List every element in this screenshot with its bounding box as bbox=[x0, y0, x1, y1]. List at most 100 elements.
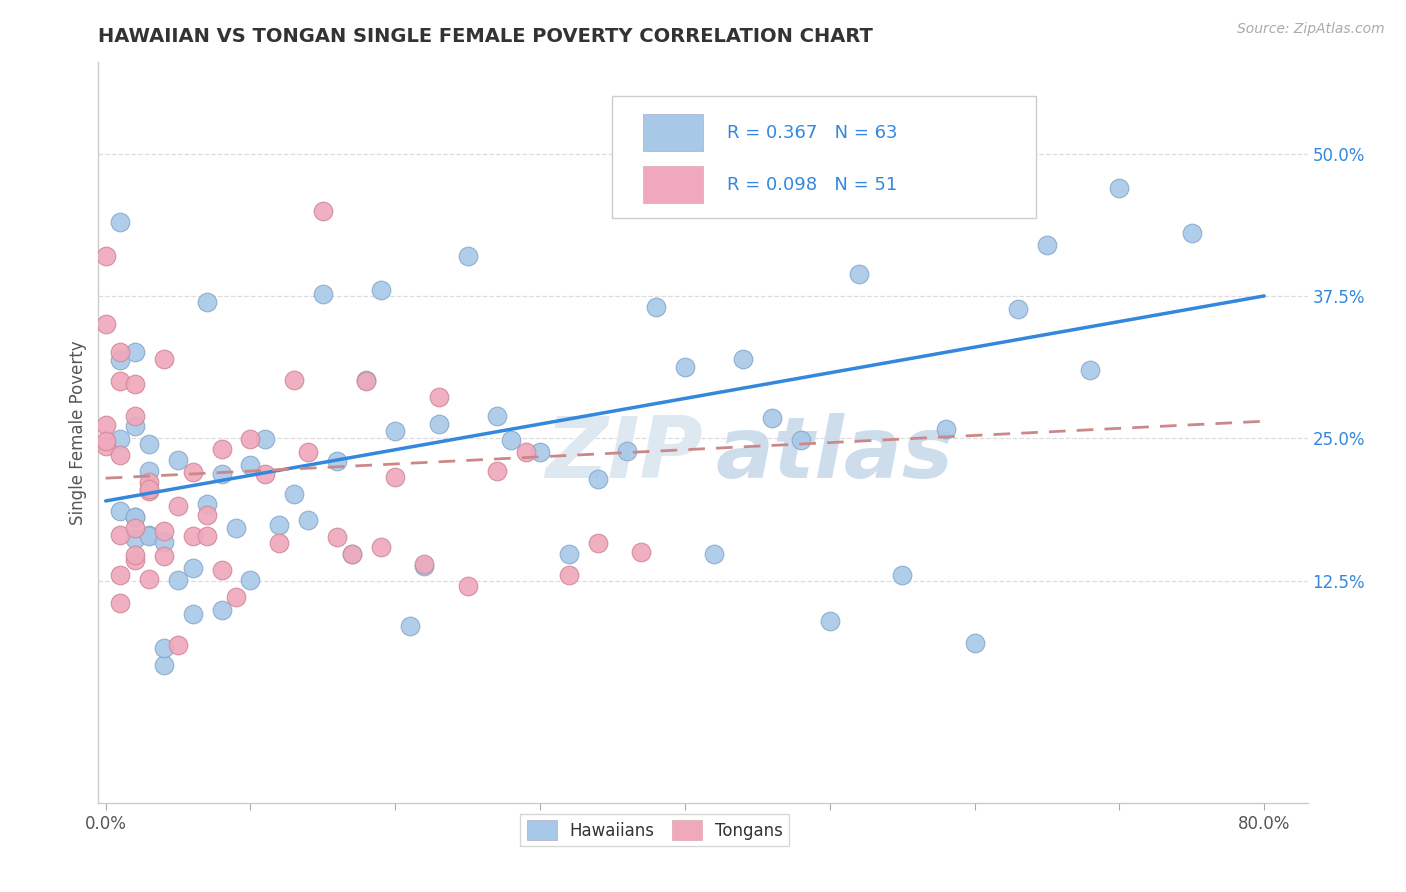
Point bbox=[195, 529, 218, 543]
Legend: Hawaiians, Tongans: Hawaiians, Tongans bbox=[520, 814, 789, 847]
Point bbox=[1036, 238, 1059, 252]
Point bbox=[297, 445, 319, 459]
Point bbox=[108, 345, 131, 359]
Point bbox=[370, 283, 392, 297]
Point bbox=[181, 528, 204, 542]
Point bbox=[269, 517, 291, 532]
Point bbox=[167, 499, 190, 513]
Point bbox=[108, 215, 131, 229]
Point bbox=[124, 510, 146, 524]
Point bbox=[818, 614, 841, 628]
Point bbox=[152, 640, 174, 655]
Point bbox=[124, 376, 146, 391]
Point bbox=[108, 375, 131, 389]
Point bbox=[108, 504, 131, 518]
Point bbox=[124, 345, 146, 359]
Text: HAWAIIAN VS TONGAN SINGLE FEMALE POVERTY CORRELATION CHART: HAWAIIAN VS TONGAN SINGLE FEMALE POVERTY… bbox=[98, 27, 873, 45]
Point bbox=[398, 618, 420, 632]
Point bbox=[427, 417, 450, 431]
Text: ZIP: ZIP bbox=[546, 413, 703, 496]
Point bbox=[269, 535, 291, 549]
Point bbox=[138, 475, 160, 489]
Point bbox=[108, 568, 131, 582]
Point bbox=[94, 439, 117, 453]
Point bbox=[94, 249, 117, 263]
Point bbox=[283, 373, 305, 387]
Point bbox=[1108, 180, 1130, 194]
FancyBboxPatch shape bbox=[613, 95, 1035, 218]
Point bbox=[124, 548, 146, 562]
Point bbox=[935, 422, 957, 436]
Point bbox=[558, 568, 581, 582]
Point bbox=[370, 540, 392, 554]
Point bbox=[586, 536, 609, 550]
Point bbox=[108, 596, 131, 610]
Point bbox=[485, 464, 508, 478]
Point bbox=[384, 470, 406, 484]
Point bbox=[239, 458, 262, 473]
Point bbox=[515, 445, 537, 459]
Point bbox=[239, 573, 262, 587]
Text: Source: ZipAtlas.com: Source: ZipAtlas.com bbox=[1237, 22, 1385, 37]
Point bbox=[731, 351, 754, 366]
Point bbox=[195, 294, 218, 309]
Point bbox=[108, 528, 131, 542]
Text: R = 0.367   N = 63: R = 0.367 N = 63 bbox=[727, 124, 897, 142]
Point bbox=[195, 497, 218, 511]
Point bbox=[485, 409, 508, 424]
Point bbox=[138, 528, 160, 542]
Point bbox=[225, 590, 247, 604]
Point bbox=[108, 433, 131, 447]
Point bbox=[124, 553, 146, 567]
Point bbox=[124, 510, 146, 524]
Point bbox=[167, 638, 190, 652]
Point bbox=[138, 437, 160, 451]
Point bbox=[297, 513, 319, 527]
Point bbox=[586, 472, 609, 486]
Point bbox=[211, 442, 233, 457]
Point bbox=[326, 530, 349, 544]
Point bbox=[1080, 363, 1102, 377]
Point bbox=[152, 524, 174, 538]
Point bbox=[195, 508, 218, 523]
Point bbox=[138, 484, 160, 499]
Point bbox=[558, 547, 581, 561]
Point bbox=[427, 390, 450, 404]
Point bbox=[963, 636, 986, 650]
Point bbox=[457, 579, 479, 593]
Point bbox=[457, 249, 479, 263]
Point bbox=[152, 658, 174, 673]
Point bbox=[124, 521, 146, 535]
Point bbox=[790, 433, 813, 447]
Point bbox=[673, 360, 696, 375]
Point bbox=[108, 352, 131, 367]
Point bbox=[356, 375, 378, 389]
Point bbox=[501, 433, 523, 447]
Bar bbox=[643, 114, 703, 152]
Point bbox=[413, 558, 436, 573]
Point bbox=[152, 351, 174, 366]
Point bbox=[529, 444, 551, 458]
Point bbox=[152, 549, 174, 563]
Text: R = 0.098   N = 51: R = 0.098 N = 51 bbox=[727, 176, 897, 194]
Point bbox=[181, 466, 204, 480]
Point bbox=[891, 568, 914, 582]
Point bbox=[703, 547, 725, 561]
Point bbox=[312, 286, 335, 301]
Point bbox=[108, 449, 131, 463]
Point bbox=[124, 532, 146, 546]
Point bbox=[211, 603, 233, 617]
Point bbox=[181, 561, 204, 575]
Point bbox=[167, 452, 190, 467]
Point bbox=[645, 300, 668, 314]
Point bbox=[94, 418, 117, 433]
Point bbox=[211, 563, 233, 577]
Point bbox=[138, 572, 160, 586]
Point bbox=[253, 467, 276, 481]
Point bbox=[124, 409, 146, 423]
Bar bbox=[643, 166, 703, 203]
Point bbox=[124, 418, 146, 433]
Point bbox=[138, 482, 160, 496]
Point bbox=[340, 547, 363, 561]
Point bbox=[630, 545, 652, 559]
